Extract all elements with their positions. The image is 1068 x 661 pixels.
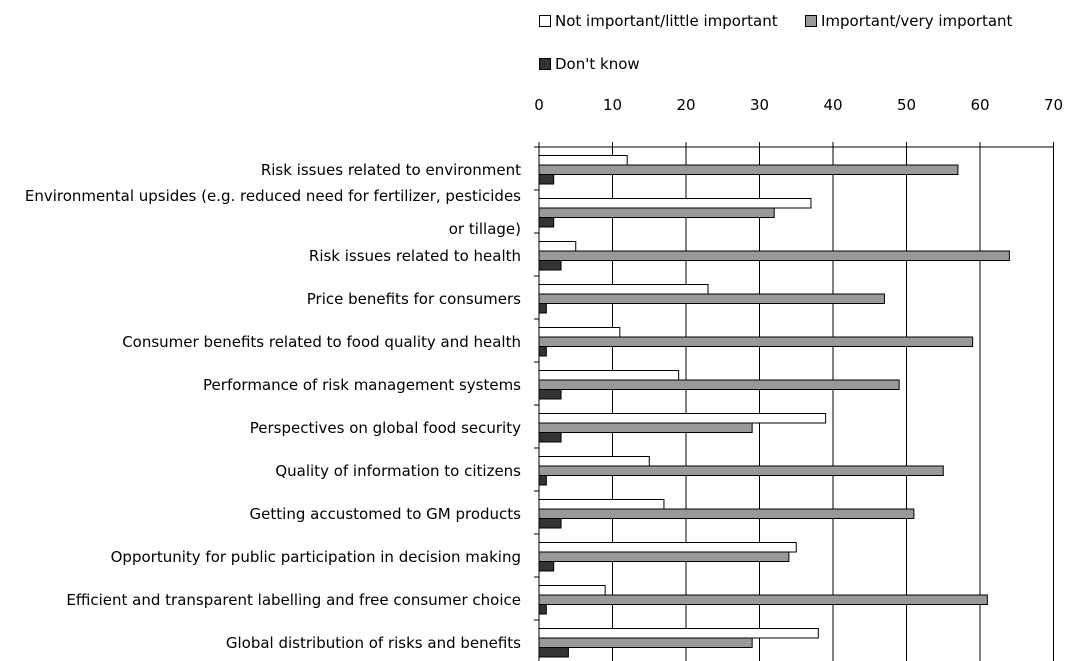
category-label: Perspectives on global food security <box>250 415 521 441</box>
bar-dont-know <box>538 518 562 529</box>
bar-important <box>538 164 959 175</box>
bar-not-important <box>538 499 665 510</box>
bar-not-important <box>538 327 621 338</box>
bar-not-important <box>538 155 628 166</box>
category-label-line: Perspectives on global food security <box>249 419 521 437</box>
legend-label-not-important: Not important/little important <box>555 12 778 30</box>
bar-important <box>538 422 753 433</box>
legend-item-not-important: Not important/little important <box>539 12 778 30</box>
category-label-line: Performance of risk management systems <box>203 376 521 394</box>
category-label: Price benefits for consumers <box>307 286 521 312</box>
x-tick-label: 70 <box>1043 96 1064 114</box>
category-label-line: Opportunity for public participation in … <box>110 548 521 566</box>
bar-important <box>538 551 790 562</box>
x-tick-label: 40 <box>823 96 843 114</box>
bar-dont-know <box>538 475 547 486</box>
category-label-line: Efficient and transparent labelling and … <box>66 591 521 609</box>
category-label-line: Risk issues related to health <box>308 247 521 265</box>
legend-item-dont-know: Don't know <box>539 55 640 73</box>
category-label-line: Environmental upsides (e.g. reduced need… <box>24 187 521 205</box>
bar-important <box>538 637 753 648</box>
bar-dont-know <box>538 389 562 400</box>
bar-not-important <box>538 413 827 424</box>
bar-not-important <box>538 284 709 295</box>
category-label-line: Risk issues related to environment <box>260 161 521 179</box>
bar-dont-know <box>538 260 562 271</box>
bar-important <box>538 379 900 390</box>
bar-important <box>538 465 944 476</box>
category-label: Global distribution of risks and benefit… <box>226 630 521 656</box>
x-tick-label: 10 <box>602 96 623 114</box>
category-label-line: Getting accustomed to GM products <box>249 505 521 523</box>
category-label: Risk issues related to environment <box>261 157 521 183</box>
bar-dont-know <box>538 432 562 443</box>
legend-label-important: Important/very important <box>821 12 1013 30</box>
category-label-line: Price benefits for consumers <box>306 290 521 308</box>
category-label: Risk issues related to health <box>309 243 521 269</box>
bar-not-important <box>538 198 812 209</box>
bar-dont-know <box>538 561 555 572</box>
category-label: Environmental upsides (e.g. reduced need… <box>25 180 521 246</box>
category-label: Opportunity for public participation in … <box>111 544 521 570</box>
bar-not-important <box>538 241 577 252</box>
legend-swatch-dont-know <box>539 58 551 70</box>
bar-not-important <box>538 456 650 467</box>
x-tick-label: 0 <box>534 96 544 114</box>
bar-dont-know <box>538 647 569 658</box>
bar-important <box>538 508 915 519</box>
bar-important <box>538 336 974 347</box>
bar-important <box>538 594 988 605</box>
category-label: Getting accustomed to GM products <box>250 501 521 527</box>
category-label-line: Quality of information to citizens <box>275 462 521 480</box>
legend-swatch-not-important <box>539 15 551 27</box>
bar-important <box>538 250 1010 261</box>
category-label: Performance of risk management systems <box>203 372 521 398</box>
bar-not-important <box>538 370 680 381</box>
bar-not-important <box>538 542 797 553</box>
bar-not-important <box>538 628 819 639</box>
legend-label-dont-know: Don't know <box>555 55 640 73</box>
category-label-line: Global distribution of risks and benefit… <box>225 634 521 652</box>
bar-dont-know <box>538 303 547 314</box>
x-tick-label: 50 <box>896 96 917 114</box>
bar-important <box>538 207 775 218</box>
category-label: Quality of information to citizens <box>275 458 521 484</box>
legend-item-important: Important/very important <box>805 12 1012 30</box>
category-label: Consumer benefits related to food qualit… <box>122 329 521 355</box>
legend-swatch-important <box>805 15 817 27</box>
bar-dont-know <box>538 346 547 357</box>
category-label: Efficient and transparent labelling and … <box>66 587 521 613</box>
category-label-line: or tillage) <box>448 220 521 238</box>
x-tick-label: 20 <box>676 96 696 114</box>
bar-dont-know <box>538 217 555 228</box>
x-tick-label: 30 <box>749 96 770 114</box>
bar-not-important <box>538 585 606 596</box>
x-tick-label: 60 <box>970 96 990 114</box>
category-label-line: Consumer benefits related to food qualit… <box>122 333 521 351</box>
bar-dont-know <box>538 174 555 185</box>
bar-important <box>538 293 885 304</box>
bar-dont-know <box>538 604 547 615</box>
